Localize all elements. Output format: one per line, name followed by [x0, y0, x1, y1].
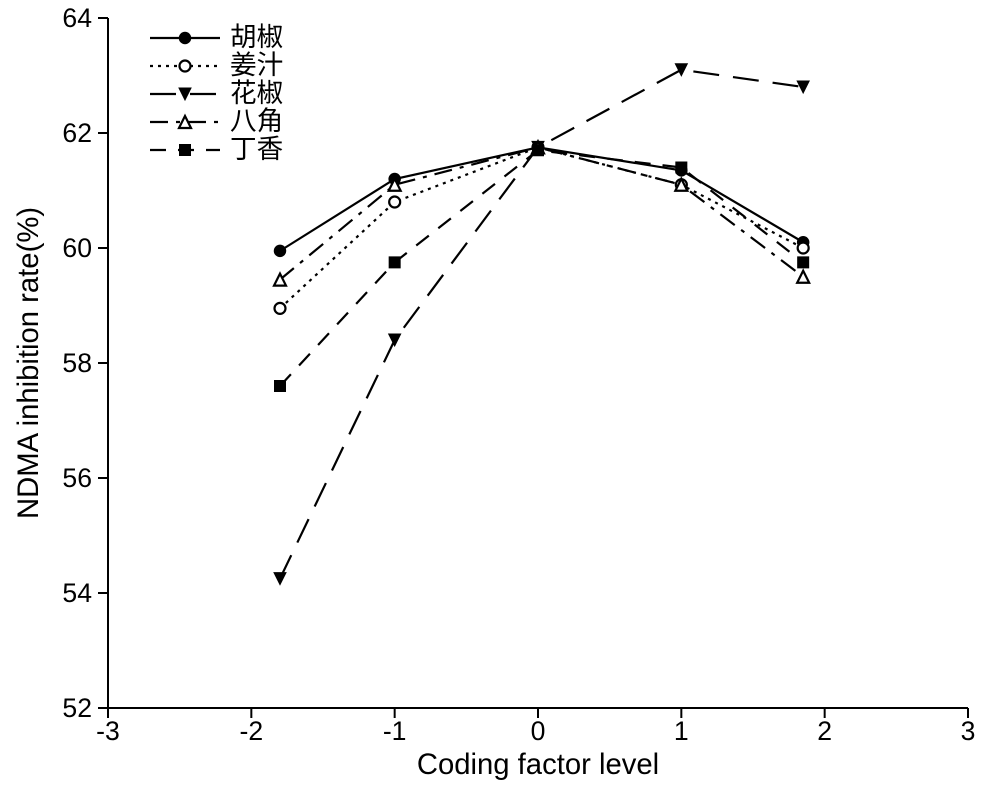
y-tick-label: 60 [62, 233, 92, 263]
legend-label-bajiao: 八角 [230, 106, 283, 136]
x-tick-label: 3 [961, 716, 976, 746]
x-tick-label: -2 [240, 716, 264, 746]
legend-row-dingxiang: 丁香 [150, 134, 283, 164]
marker-tri-up-open [179, 116, 191, 128]
marker-tri-up-open [797, 271, 809, 283]
marker-circle-open [798, 243, 809, 254]
legend-row-jiangzhi: 姜汁 [150, 50, 283, 80]
marker-square-filled [533, 145, 544, 156]
marker-circle-open [180, 61, 191, 72]
y-tick-label: 58 [62, 348, 92, 378]
x-tick-label: 2 [817, 716, 832, 746]
y-tick-label: 54 [62, 578, 92, 608]
marker-tri-down-filled [797, 81, 809, 93]
legend-row-bajiao: 八角 [150, 106, 283, 136]
legend-label-dingxiang: 丁香 [230, 134, 283, 164]
series-hujiao [275, 142, 809, 257]
series-huajiao [274, 64, 809, 585]
chart-svg: -3 -2 -1 0 1 2 3 52 54 56 58 60 62 64 Coding factor le… [0, 0, 1000, 794]
marker-square-filled [275, 381, 286, 392]
x-axis-label: Coding factor level [417, 749, 659, 781]
legend-label-hujiao: 胡椒 [230, 22, 283, 52]
ndma-inhibition-chart: -3 -2 -1 0 1 2 3 52 54 56 58 60 62 64 Coding factor le… [0, 0, 1000, 794]
marker-tri-down-filled [675, 64, 687, 76]
series-line-bajiao [280, 147, 803, 279]
series-line-hujiao [280, 147, 803, 251]
marker-circle-open [275, 303, 286, 314]
x-tick-label: -3 [96, 716, 120, 746]
series-dingxiang [275, 145, 809, 392]
series-jiangzhi [275, 142, 809, 314]
series-line-dingxiang [280, 150, 803, 386]
marker-circle-open [389, 197, 400, 208]
marker-square-filled [798, 257, 809, 268]
y-tick-label: 64 [62, 3, 92, 33]
series-bajiao [274, 141, 809, 285]
y-tick-label: 56 [62, 463, 92, 493]
marker-square-filled [676, 162, 687, 173]
marker-circle-filled [275, 245, 286, 256]
marker-tri-down-filled [274, 573, 286, 585]
legend-label-huajiao: 花椒 [230, 78, 283, 108]
series-line-jiangzhi [280, 147, 803, 308]
marker-tri-down-filled [389, 334, 401, 346]
marker-tri-down-filled [179, 88, 191, 100]
marker-square-filled [389, 257, 400, 268]
y-tick-label: 52 [62, 693, 92, 723]
legend-row-huajiao: 花椒 [150, 78, 283, 108]
x-tick-label: -1 [383, 716, 407, 746]
x-tick-label: 1 [674, 716, 689, 746]
x-tick-label: 0 [531, 716, 546, 746]
legend-label-jiangzhi: 姜汁 [230, 50, 283, 80]
marker-square-filled [180, 145, 191, 156]
y-axis-label: NDMA inhibition rate(%) [13, 207, 45, 519]
y-tick-label: 62 [62, 118, 92, 148]
legend-row-hujiao: 胡椒 [150, 22, 283, 52]
marker-circle-filled [180, 33, 191, 44]
